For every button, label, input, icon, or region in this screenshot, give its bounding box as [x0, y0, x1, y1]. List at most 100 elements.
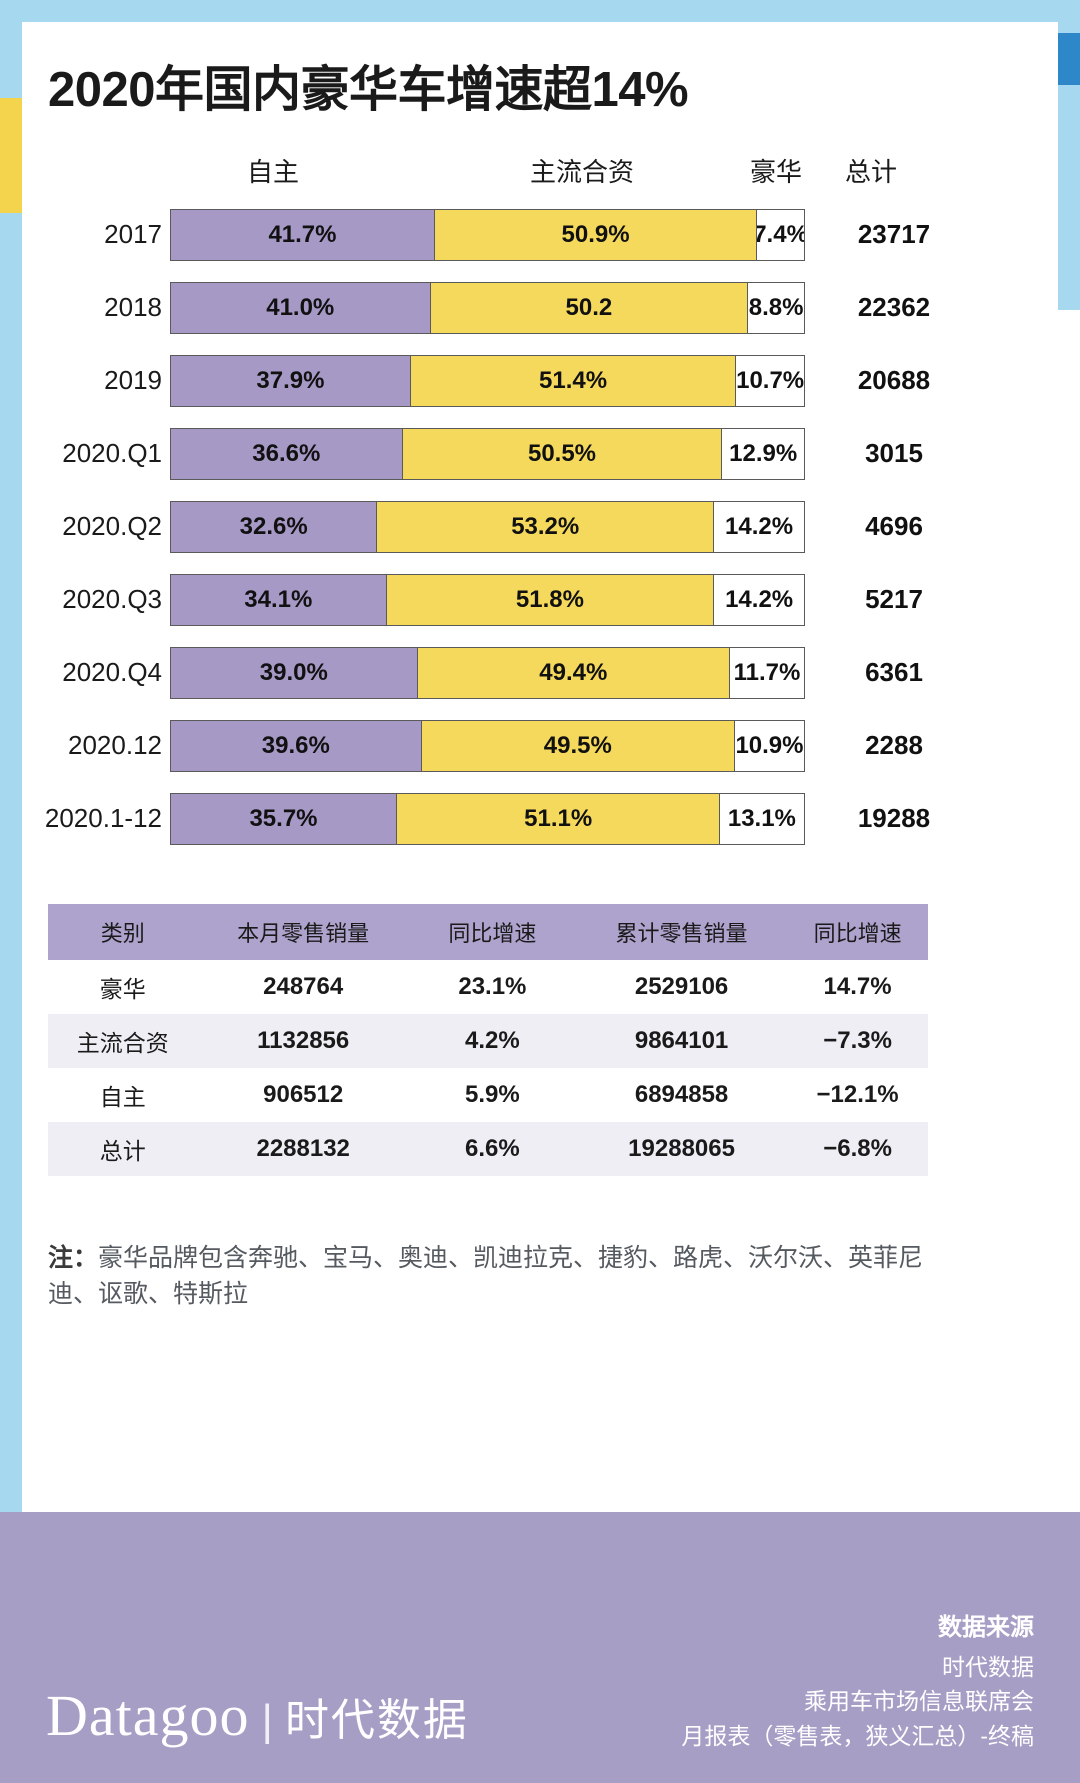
footnote: 注：豪华品牌包含奔驰、宝马、奥迪、凯迪拉克、捷豹、路虎、沃尔沃、英菲尼迪、讴歌、…: [48, 1240, 948, 1313]
table-cell-value: 5.9%: [408, 1068, 576, 1122]
table-row: 总计 2288132 6.6% 19288065 −6.8%: [48, 1122, 928, 1176]
chart-row: 2018 41.0% 50.2 8.8% 22362: [22, 271, 1058, 344]
table-cell-value: −7.3%: [787, 1014, 928, 1068]
table-cell-value: 19288065: [575, 1122, 788, 1176]
edge-accent-blue: [1058, 33, 1080, 85]
chart-row-total: 23717: [857, 219, 931, 249]
footnote-prefix: 注：: [48, 1244, 99, 1272]
brand-logo: Datagoo | 时代数据: [46, 1687, 469, 1745]
legend-label-hezi: 主流合资: [530, 157, 635, 187]
data-source-line: 月报表（零售表，狭义汇总）-终稿: [681, 1722, 1034, 1749]
chart-row-label: 2019: [104, 365, 162, 395]
chart-row: 2020.Q1 36.6% 50.5% 12.9% 3015: [22, 417, 1058, 490]
table-column-header: 累计零售销量: [575, 904, 788, 960]
table-column-header: 同比增速: [787, 904, 928, 960]
chart-row-total: 20688: [857, 365, 931, 395]
chart-row-label: 2017: [104, 219, 162, 249]
bar-track: 37.9% 51.4% 10.7%: [170, 354, 805, 407]
table-cell-category: 总计: [48, 1122, 198, 1176]
data-table-wrap: 类别 本月零售销量 同比增速 累计零售销量 同比增速 豪华 248764 23.1% 2529…: [48, 904, 928, 1176]
bar-segment-hezi: 49.5%: [421, 720, 735, 771]
table-column-header: 本月零售销量: [197, 904, 409, 960]
bar-segment-hezi: 53.2%: [377, 501, 715, 552]
chart-row-total: 3015: [865, 438, 923, 468]
chart-row-label: 2020.Q1: [62, 438, 162, 468]
bar-segment-zizhu: 36.6%: [171, 428, 403, 479]
bar-segment-hezi: 50.9%: [434, 209, 758, 260]
table-cell-value: 4.2%: [408, 1014, 576, 1068]
table-header-row: 类别 本月零售销量 同比增速 累计零售销量 同比增速: [48, 904, 928, 960]
chart-row: 2020.1-12 35.7% 51.1% 13.1% 19288: [22, 782, 1058, 855]
bar-segment-haohua: 14.2%: [714, 501, 804, 552]
table-cell-value: 2529106: [575, 960, 788, 1014]
edge-accent-yellow: [0, 98, 22, 213]
bar-segment-hezi: 50.5%: [402, 428, 723, 479]
bar-segment-zizhu: 39.0%: [171, 647, 418, 698]
legend-label-total: 总计: [845, 157, 898, 187]
chart-row: 2017 41.7%50.9%7.4% 23717: [22, 198, 1058, 271]
data-source-block: 数据来源 时代数据乘用车市场信息联席会月报表（零售表，狭义汇总）-终稿: [681, 1607, 1034, 1754]
table-cell-value: 14.7%: [787, 960, 928, 1014]
chart-row-list: 2017 41.7%50.9%7.4% 23717 2018 41.0%50.28.8%…: [22, 198, 1058, 855]
table-cell-value: 248764: [197, 960, 409, 1014]
footnote-text: 豪华品牌包含奔驰、宝马、奥迪、凯迪拉克、捷豹、路虎、沃尔沃、英菲尼迪、讴歌、特斯…: [48, 1244, 924, 1309]
bar-segment-hezi: 51.4%: [410, 355, 737, 406]
bar-segment-haohua: 11.7%: [730, 647, 804, 698]
bar-segment-haohua: 7.4%: [757, 209, 804, 260]
table-column-header: 同比增速: [408, 904, 576, 960]
table-cell-value: 6.6%: [408, 1122, 576, 1176]
logo-divider: |: [261, 1696, 273, 1745]
bar-track: 39.0% 49.4% 11.7%: [170, 646, 805, 699]
bar-segment-zizhu: 34.1%: [171, 574, 387, 625]
chart-row: 2020.Q2 32.6% 53.2% 14.2% 4696: [22, 490, 1058, 563]
data-source-title: 数据来源: [938, 1613, 1034, 1641]
bar-segment-haohua: 13.1%: [720, 793, 804, 844]
data-source-line: 乘用车市场信息联席会: [804, 1688, 1034, 1714]
bar-segment-zizhu: 41.7%: [171, 209, 435, 260]
bar-segment-haohua: 10.7%: [736, 355, 804, 406]
table-column-header: 类别: [48, 904, 198, 960]
table-row: 自主 906512 5.9% 6894858 −12.1%: [48, 1068, 928, 1122]
table-cell-value: 906512: [197, 1068, 409, 1122]
table-cell-category: 自主: [48, 1068, 198, 1122]
table-body: 豪华 248764 23.1% 2529106 14.7% 主流合资 1132856 4.2%…: [48, 960, 928, 1176]
chart-row-label: 2020.Q4: [62, 657, 162, 687]
table-cell-value: 23.1%: [408, 960, 576, 1014]
edge-strip-top: [0, 0, 1080, 22]
legend-label-zizhu: 自主: [247, 157, 300, 187]
table-cell-value: 6894858: [575, 1068, 788, 1122]
edge-strip-left: [0, 0, 22, 1722]
bar-track: 35.7% 51.1% 13.1%: [170, 792, 805, 845]
bar-segment-hezi: 50.2: [430, 282, 749, 333]
stacked-bar-chart: 自主 主流合资 豪华 总计 201741.7%50.9%7.4%23717201…: [22, 152, 1058, 855]
table-cell-value: −6.8%: [787, 1122, 928, 1176]
bar-track: 32.6% 53.2% 14.2%: [170, 500, 805, 553]
chart-row-total: 2288: [865, 730, 923, 760]
data-source-lines: 时代数据乘用车市场信息联席会月报表（零售表，狭义汇总）-终稿: [681, 1650, 1034, 1754]
bar-track: 41.7%50.9%7.4%: [170, 208, 805, 261]
legend-label-haohua: 豪华: [750, 157, 803, 187]
chart-row-label: 2020.Q2: [62, 511, 162, 541]
data-source-line: 时代数据: [942, 1653, 1034, 1680]
chart-legend: 自主 主流合资 豪华 总计: [22, 152, 1058, 192]
bar-segment-hezi: 49.4%: [417, 647, 731, 698]
content-card: 2020年国内豪华车增速超14% 自主 主流合资 豪华 总计 2017 41.7%…: [22, 22, 1058, 1512]
chart-row: 2019 37.9% 51.4% 10.7% 20688: [22, 344, 1058, 417]
chart-row: 2020.Q4 39.0% 49.4% 11.7% 6361: [22, 636, 1058, 709]
bar-segment-hezi: 51.8%: [386, 574, 715, 625]
chart-row-total: 22362: [857, 292, 931, 322]
page-title: 2020年国内豪华车增速超14%: [48, 63, 689, 117]
footer-band: Datagoo | 时代数据 数据来源 时代数据乘用车市场信息联席会月报表（零售…: [0, 1512, 1080, 1783]
bar-track: 41.0% 50.2 8.8%: [170, 281, 805, 334]
bar-segment-zizhu: 35.7%: [171, 793, 397, 844]
table-cell-value: 1132856: [197, 1014, 409, 1068]
table-cell-value: −12.1%: [787, 1068, 928, 1122]
bar-segment-haohua: 12.9%: [722, 428, 804, 479]
bar-segment-zizhu: 41.0%: [171, 282, 431, 333]
bar-segment-zizhu: 39.6%: [171, 720, 422, 771]
table-cell-category: 豪华: [48, 960, 198, 1014]
chart-row-label: 2020.12: [68, 730, 162, 760]
chart-row-label: 2020.Q3: [62, 584, 162, 614]
logo-wordmark-en: Datagoo: [46, 1683, 250, 1748]
